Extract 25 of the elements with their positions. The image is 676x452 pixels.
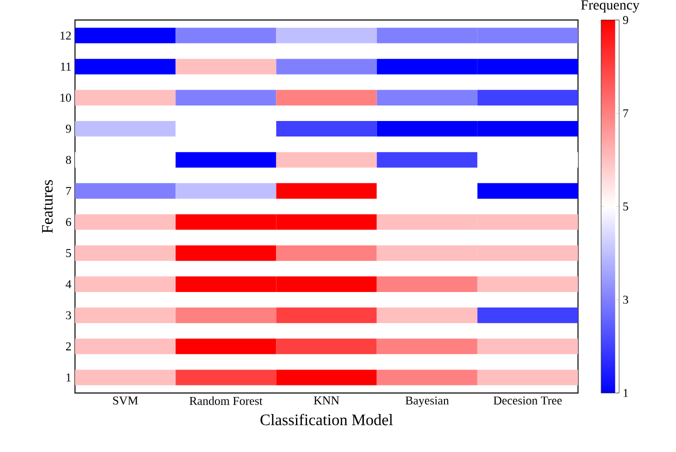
y-tick-label: 10 [60, 94, 72, 102]
y-tick-label: 9 [66, 124, 71, 133]
x-tick-label: Random Forest [190, 396, 263, 405]
y-tick-label: 12 [60, 32, 71, 40]
x-axis-title: Classification Model [260, 414, 393, 426]
y-tick-label: 3 [66, 311, 72, 320]
color-bar-label: 5 [623, 202, 628, 210]
color-bar-title: Frequency [581, 0, 640, 13]
y-tick-label: 7 [66, 187, 72, 195]
x-tick-label: KNN [314, 396, 340, 404]
y-axis-title: Features [42, 180, 53, 234]
y-tick-label: 4 [66, 280, 72, 288]
y-tick-label: 2 [66, 342, 71, 350]
y-tick-label: 6 [66, 218, 72, 226]
color-bar-label: 9 [623, 16, 628, 24]
x-tick-label: Bayesian [406, 396, 449, 408]
y-tick-label: 8 [66, 156, 72, 164]
x-tick-label: SVM [113, 396, 138, 405]
x-tick-label: Decesion Tree [494, 396, 562, 405]
color-bar-label: 1 [624, 389, 628, 397]
color-bar-label: 7 [623, 109, 628, 118]
y-tick-label: 5 [66, 249, 72, 258]
y-tick-label: 1 [66, 374, 71, 382]
y-tick-label: 11 [61, 62, 71, 71]
color-bar-label: 3 [623, 296, 628, 304]
